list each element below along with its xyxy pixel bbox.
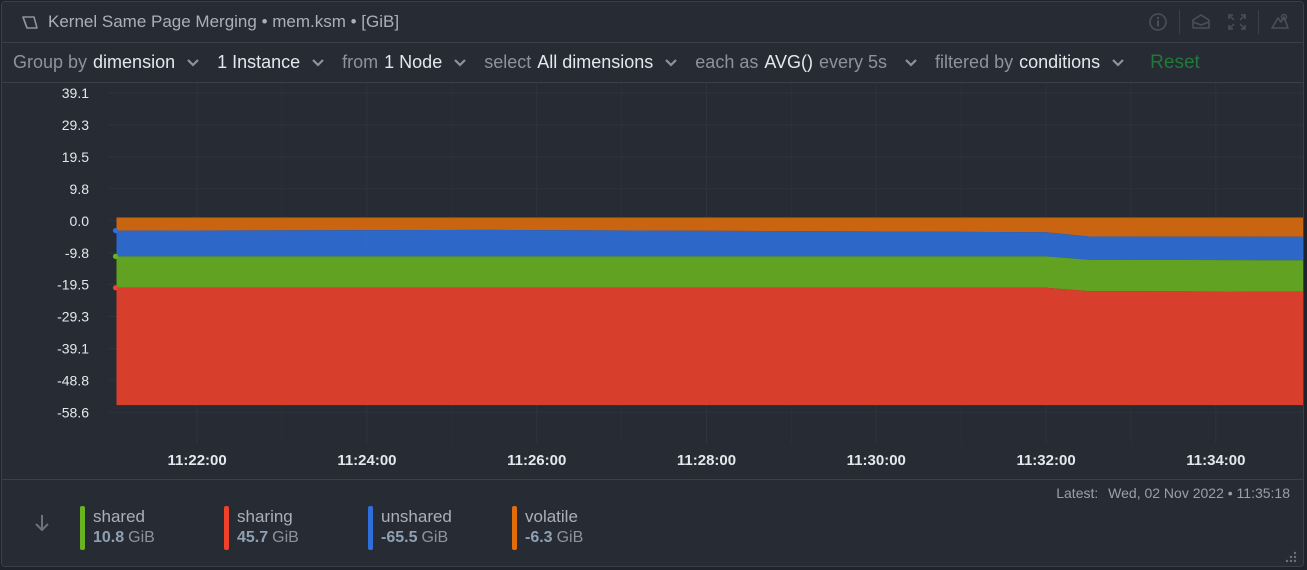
legend-name: sharing (237, 507, 293, 526)
legend-swatch (80, 506, 85, 550)
x-tick-label: 11:32:00 (1016, 452, 1075, 469)
y-tick-label: 9.8 (70, 181, 90, 197)
fullscreen-icon[interactable] (1222, 10, 1252, 34)
actions-divider (1179, 10, 1180, 34)
dashboard-icon[interactable] (1186, 10, 1216, 34)
chevron-down-icon (312, 58, 324, 67)
x-tick-label: 11:30:00 (847, 452, 906, 469)
aggregation-dropdown[interactable]: each as AVG() every 5s (695, 52, 917, 73)
info-icon[interactable] (1143, 10, 1173, 34)
instances-dropdown[interactable]: 1 Instance (217, 52, 324, 73)
series-marker-shared (112, 253, 119, 260)
instances-value: 1 Instance (217, 52, 301, 72)
legend-value: 10.8 GiB (93, 529, 155, 547)
y-tick-label: -9.8 (65, 245, 89, 261)
x-tick-label: 11:22:00 (168, 452, 227, 469)
legend-name: volatile (525, 507, 578, 526)
filtered-by-label: filtered by (935, 52, 1014, 72)
dimensions-dropdown[interactable]: select All dimensions (484, 52, 678, 73)
conditions-value: conditions (1019, 52, 1101, 72)
legend-value: -65.5 GiB (381, 529, 448, 547)
legend-unit: GiB (272, 529, 299, 546)
latest-value: Wed, 02 Nov 2022 • 11:35:18 (1108, 485, 1290, 501)
y-tick-label: 0.0 (70, 213, 90, 229)
legend-name: unshared (381, 507, 452, 526)
x-tick-label: 11:28:00 (677, 452, 736, 469)
group-by-dropdown[interactable]: Group by dimension (13, 52, 199, 73)
area-series-volatile (116, 217, 1303, 237)
legend-swatch (224, 506, 229, 550)
chevron-down-icon (187, 58, 199, 67)
alert-icon[interactable] (1265, 10, 1295, 34)
nodes-value: 1 Node (384, 52, 443, 72)
actions-divider (1258, 10, 1259, 34)
x-tick-label: 11:26:00 (507, 452, 566, 469)
y-tick-label: -58.6 (57, 404, 89, 420)
aggregation-value: AVG() (764, 52, 814, 72)
legend-swatch (368, 506, 373, 550)
latest-label: Latest: (1056, 485, 1099, 501)
dimensions-value: All dimensions (537, 52, 654, 72)
series-marker-unshared (112, 227, 119, 234)
chart-plot-area[interactable]: 39.1 29.3 19.5 9.8 0.0 -9.8 -19.5 -29.3 -39.1 -48… (2, 83, 1304, 479)
y-tick-label: -48.8 (57, 372, 89, 388)
legend-unit: GiB (421, 529, 449, 546)
x-tick-label: 11:34:00 (1186, 452, 1245, 469)
y-tick-label: -19.5 (57, 277, 89, 293)
chevron-down-icon (665, 58, 678, 67)
group-by-value: dimension (93, 52, 176, 72)
nodes-dropdown[interactable]: from 1 Node (342, 52, 466, 73)
x-tick-label: 11:24:00 (337, 452, 396, 469)
select-label: select (484, 52, 532, 72)
y-tick-label: 29.3 (62, 117, 89, 133)
reset-button[interactable]: Reset (1150, 51, 1200, 73)
legend-unit: GiB (556, 529, 584, 546)
y-tick-label: 19.5 (62, 149, 89, 165)
filter-dropdown[interactable]: filtered by conditions (935, 52, 1124, 73)
latest-timestamp: Latest: Wed, 02 Nov 2022 • 11:35:18 (1050, 485, 1290, 501)
legend-unit: GiB (128, 529, 155, 546)
query-toolbar: Group by dimension 1 Instance from 1 Nod… (2, 43, 1303, 83)
legend-value-number: -6.3 (525, 529, 553, 546)
resize-handle-icon[interactable] (1283, 549, 1297, 563)
chart-title: Kernel Same Page Merging • mem.ksm • [Gi… (48, 12, 400, 31)
legend-area: Latest: Wed, 02 Nov 2022 • 11:35:18 shar… (2, 479, 1303, 566)
chart-svg[interactable]: 39.1 29.3 19.5 9.8 0.0 -9.8 -19.5 -29.3 -39.1 -48… (2, 83, 1304, 479)
chevron-down-icon (1112, 58, 1124, 67)
y-tick-label: -29.3 (57, 309, 89, 325)
each-as-label: each as (695, 52, 759, 72)
legend-value-number: 45.7 (237, 529, 269, 546)
legend-name: shared (93, 507, 145, 526)
legend-value: 45.7 GiB (237, 529, 299, 547)
area-series-shared (116, 256, 1303, 292)
series-marker-sharing (112, 285, 119, 291)
y-tick-label: -39.1 (57, 341, 89, 357)
arrow-down-icon[interactable] (33, 513, 51, 533)
header-actions (1143, 10, 1295, 34)
area-series-sharing (116, 287, 1303, 406)
group-by-label: Group by (13, 52, 88, 72)
every-label: every 5s (819, 52, 888, 72)
area-series-unshared (116, 229, 1303, 261)
legend-swatch (512, 506, 517, 550)
y-tick-label: 39.1 (62, 85, 89, 101)
chevron-down-icon (905, 58, 917, 67)
chart-type-icon (20, 12, 40, 32)
legend-value: -6.3 GiB (525, 529, 583, 547)
chevron-down-icon (454, 58, 466, 67)
legend-value-number: -65.5 (381, 529, 418, 546)
legend-value-number: 10.8 (93, 529, 125, 546)
from-label: from (342, 52, 379, 72)
chart-header: Kernel Same Page Merging • mem.ksm • [Gi… (2, 2, 1303, 43)
